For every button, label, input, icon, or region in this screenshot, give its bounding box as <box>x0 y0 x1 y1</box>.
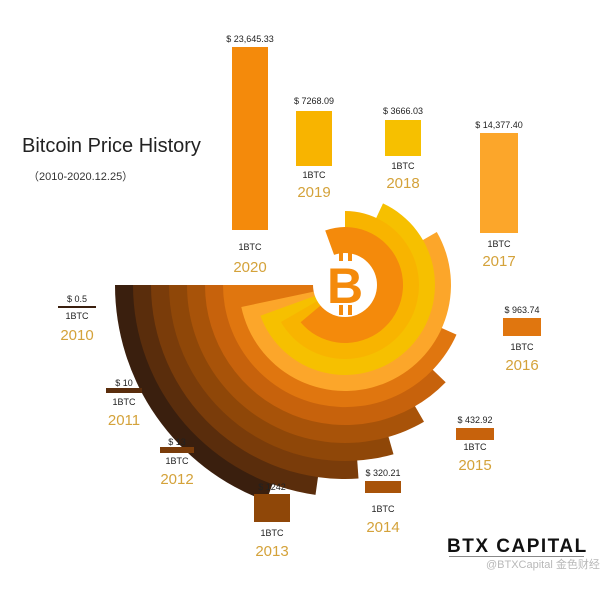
bitcoin-logo-icon: B <box>313 251 377 317</box>
bar-2017 <box>480 133 518 233</box>
bar-group-2016: $ 963.74 1BTC 2016 <box>503 305 541 374</box>
bar-2014 <box>365 481 401 493</box>
chart-title: Bitcoin Price History <box>22 135 201 157</box>
brand-logo: BTX CAPITAL <box>447 536 588 557</box>
price-label-2012: $ 13 <box>168 437 186 447</box>
price-label-2013: $ 1242 <box>258 482 286 492</box>
bar-group-2013: $ 1242 1BTC 2013 <box>254 482 290 560</box>
unit-label-2012: 1BTC <box>165 456 189 466</box>
unit-label-2020: 1BTC <box>238 242 262 252</box>
bar-group-2014: $ 320.21 1BTC 2014 <box>365 468 401 536</box>
bar-2020 <box>232 47 268 230</box>
year-label-2011: 2011 <box>108 412 140 429</box>
price-label-2019: $ 7268.09 <box>294 96 334 106</box>
year-label-2010: 2010 <box>60 327 93 344</box>
year-label-2013: 2013 <box>255 543 288 560</box>
bar-2012 <box>160 447 194 453</box>
svg-text:B: B <box>327 258 363 314</box>
price-label-2015: $ 432.92 <box>457 415 492 425</box>
price-label-2016: $ 963.74 <box>504 305 539 315</box>
year-label-2015: 2015 <box>458 457 491 474</box>
unit-label-2017: 1BTC <box>487 239 511 249</box>
year-label-2012: 2012 <box>160 471 193 488</box>
unit-label-2015: 1BTC <box>463 442 487 452</box>
bar-2013 <box>254 494 290 522</box>
bar-group-2018: $ 3666.03 1BTC 2018 <box>383 106 423 192</box>
year-label-2020: 2020 <box>233 259 266 276</box>
bar-2011 <box>106 388 142 393</box>
unit-label-2016: 1BTC <box>510 342 534 352</box>
price-label-2014: $ 320.21 <box>365 468 400 478</box>
bar-group-2010: $ 0.5 1BTC 2010 <box>58 294 96 344</box>
bar-2019 <box>296 111 332 166</box>
bar-group-2017: $ 14,377.40 1BTC 2017 <box>475 120 523 270</box>
year-label-2019: 2019 <box>297 184 330 201</box>
price-label-2017: $ 14,377.40 <box>475 120 523 130</box>
watermark: @BTXCapital 金色财经 <box>486 559 600 571</box>
bar-group-2015: $ 432.92 1BTC 2015 <box>456 415 494 474</box>
bar-2015 <box>456 428 494 440</box>
bar-group-2011: $ 10 1BTC 2011 <box>106 378 142 429</box>
brand-divider <box>449 556 584 557</box>
unit-label-2014: 1BTC <box>371 504 395 514</box>
year-label-2018: 2018 <box>386 175 419 192</box>
unit-label-2011: 1BTC <box>112 397 136 407</box>
unit-label-2018: 1BTC <box>391 161 415 171</box>
bar-group-2019: $ 7268.09 1BTC 2019 <box>294 96 334 201</box>
bar-2018 <box>385 120 421 156</box>
bar-group-2020: $ 23,645.33 1BTC 2020 <box>226 34 274 276</box>
bar-group-2012: $ 13 1BTC 2012 <box>160 437 194 488</box>
unit-label-2013: 1BTC <box>260 528 284 538</box>
price-label-2010: $ 0.5 <box>67 294 87 304</box>
year-label-2017: 2017 <box>482 253 515 270</box>
price-label-2011: $ 10 <box>115 378 133 388</box>
price-label-2018: $ 3666.03 <box>383 106 423 116</box>
year-label-2014: 2014 <box>366 519 399 536</box>
bar-2010 <box>58 306 96 308</box>
chart-subtitle: （2010-2020.12.25） <box>28 171 134 183</box>
year-label-2016: 2016 <box>505 357 538 374</box>
bar-2016 <box>503 318 541 336</box>
unit-label-2010: 1BTC <box>65 311 89 321</box>
unit-label-2019: 1BTC <box>302 170 326 180</box>
price-label-2020: $ 23,645.33 <box>226 34 274 44</box>
